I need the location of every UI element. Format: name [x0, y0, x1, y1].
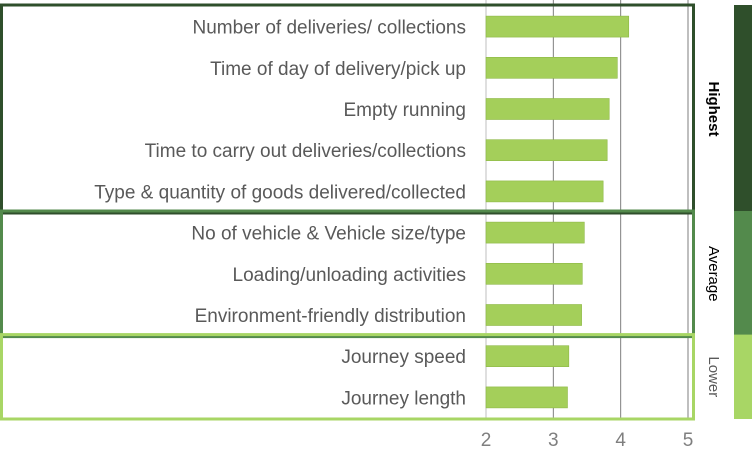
bar: [485, 98, 610, 120]
group-strip-average: [734, 211, 752, 337]
x-axis-ticks: 2 3 4 5: [481, 430, 694, 451]
group-box-highest: [0, 3, 695, 215]
group-boxes: Highest Average Lower: [0, 3, 752, 421]
bar: [485, 221, 585, 244]
group-box-lower: [0, 333, 695, 421]
category-label: Type & quantity of goods delivered/colle…: [94, 182, 466, 203]
category-label: Number of deliveries/ collections: [192, 18, 466, 39]
x-tick-label: 2: [481, 430, 492, 451]
group-label-average: Average: [705, 246, 722, 302]
bar: [485, 139, 608, 161]
bar: [485, 304, 582, 326]
category-label: Environment-friendly distribution: [195, 306, 466, 327]
group-strip-highest: [734, 5, 752, 213]
category-label: Time to carry out deliveries/collections: [145, 141, 466, 162]
bar: [485, 56, 618, 79]
category-label: Journey speed: [341, 347, 466, 368]
x-tick-label: 4: [615, 430, 626, 451]
category-label: Journey length: [341, 388, 466, 409]
bar: [485, 180, 604, 203]
group-label-lower: Lower: [705, 356, 722, 397]
category-label: Time of day of delivery/pick up: [210, 59, 466, 80]
category-label: No of vehicle & Vehicle size/type: [191, 224, 466, 245]
group-label-highest: Highest: [705, 81, 722, 136]
category-label: Loading/unloading activities: [233, 265, 466, 286]
group-strip-lower: [734, 334, 752, 419]
category-labels: Number of deliveries/ collections Time of…: [94, 18, 466, 410]
group-box-average: [0, 209, 695, 339]
bar: [485, 15, 630, 38]
x-tick-label: 5: [683, 430, 694, 451]
bar: [485, 262, 583, 285]
x-tick-label: 3: [548, 430, 559, 451]
bar: [485, 345, 570, 368]
bar: [485, 386, 568, 409]
bars: [485, 15, 630, 409]
category-label: Empty running: [343, 100, 466, 121]
